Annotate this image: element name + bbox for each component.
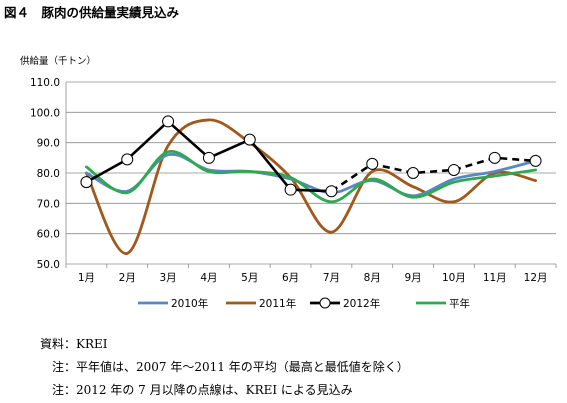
x-tick-label: 11月 <box>483 272 507 284</box>
x-tick-label: 8月 <box>364 272 381 284</box>
series-2-line-forecast <box>330 156 536 193</box>
series-2-marker <box>529 154 542 167</box>
series-2-marker <box>243 133 256 146</box>
x-tick-label: 5月 <box>241 272 258 284</box>
series-2-marker <box>80 176 93 189</box>
series-2-marker <box>488 151 501 164</box>
notes-block: 資料：KREI 注：平年値は、2007 年～2011 年の平均（最高と最低値を除… <box>40 333 409 402</box>
y-tick-label: 60.0 <box>37 229 60 241</box>
series-2-marker <box>407 167 420 179</box>
series-2-marker <box>162 115 175 128</box>
series-2-marker <box>284 183 297 196</box>
x-tick-label: 12月 <box>524 272 548 284</box>
x-tick-label: 3月 <box>159 272 176 284</box>
x-tick-label: 4月 <box>200 272 217 284</box>
legend-label: 2012年 <box>343 297 380 310</box>
legend-label: 2011年 <box>259 297 296 310</box>
x-tick-label: 1月 <box>78 272 95 284</box>
legend-swatch-marker <box>319 297 331 309</box>
series-2-marker <box>325 185 338 198</box>
y-tick-label: 50.0 <box>37 259 60 271</box>
x-tick-label: 10月 <box>442 272 466 284</box>
y-tick-label: 70.0 <box>37 198 60 210</box>
y-tick-label: 100.0 <box>30 107 60 119</box>
series-2-marker <box>447 163 460 176</box>
supply-line-chart: 50.0 60.0 70.0 80.0 90.0 100.0 110.0 1月 2月 3月 4月 5月… <box>30 77 557 310</box>
y-tick-label: 110.0 <box>30 77 60 89</box>
series-2-marker <box>366 157 379 170</box>
series-0-line <box>85 152 537 198</box>
y-axis-unit-label: 供給量（千トン） <box>20 56 97 67</box>
series-2-marker <box>121 153 134 166</box>
y-tick-label: 80.0 <box>37 168 60 180</box>
source-note: 資料：KREI <box>40 337 108 351</box>
legend-label: 2010年 <box>171 297 208 310</box>
footnote-average: 注：平年値は、2007 年～2011 年の平均（最高と最低値を除く） <box>52 360 409 374</box>
x-tick-label: 6月 <box>282 272 299 284</box>
footnote-forecast: 注：2012 年の 7 月以降の点線は、KREI による見込み <box>52 383 353 397</box>
x-tick-label: 7月 <box>323 272 340 284</box>
x-tick-label: 9月 <box>404 272 421 284</box>
series-2-marker <box>202 151 215 164</box>
figure-title: 図４ 豚肉の供給量実績見込み <box>4 5 180 20</box>
x-tick-label: 2月 <box>119 272 136 284</box>
y-tick-label: 90.0 <box>37 138 60 150</box>
legend-label: 平年 <box>449 297 470 310</box>
